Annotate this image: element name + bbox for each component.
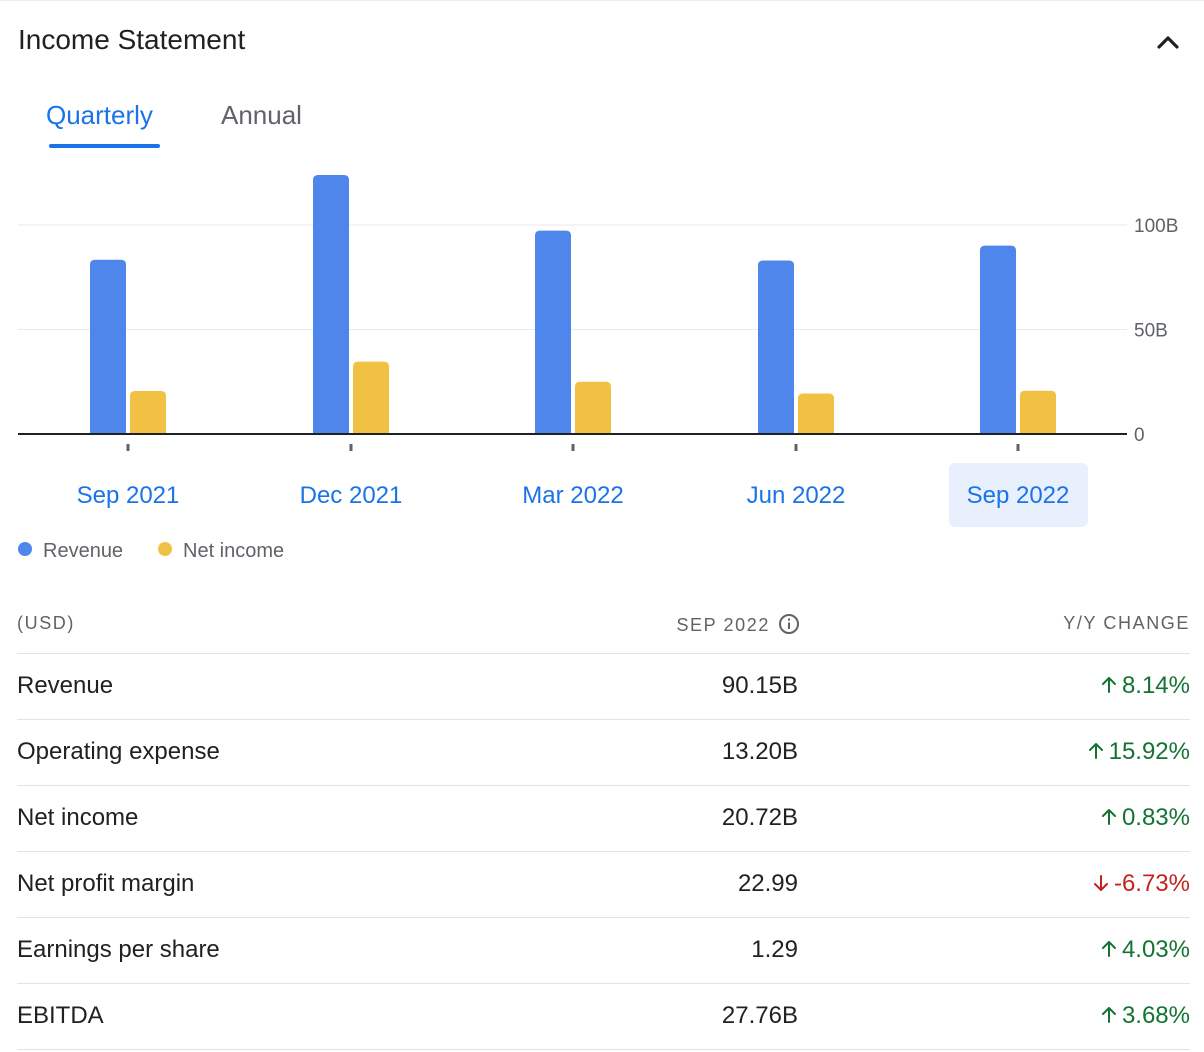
net-income-bar: [353, 361, 389, 434]
table-row: EBITDA 27.76B 3.68%: [17, 984, 1190, 1050]
row-label: Earnings per share: [17, 936, 220, 963]
collapse-button[interactable]: [1148, 22, 1188, 62]
table-row: Net profit margin 22.99 -6.73%: [17, 852, 1190, 918]
x-category-label[interactable]: Jun 2022: [747, 482, 846, 509]
row-value: 90.15B: [721, 672, 798, 699]
revenue-bar: [535, 230, 571, 434]
row-label: EBITDA: [17, 1002, 104, 1029]
table-body: Revenue 90.15B 8.14% Operating expense 13.20…: [17, 654, 1190, 1050]
row-change-value: 0.83%: [1121, 804, 1190, 831]
legend-dot-revenue: [18, 542, 32, 556]
change-header: Y/Y CHANGE: [1063, 613, 1190, 633]
info-icon[interactable]: [778, 613, 800, 635]
revenue-bar: [980, 245, 1016, 434]
row-change-value: -6.73%: [1113, 870, 1190, 897]
row-value: 20.72B: [721, 804, 798, 831]
table-row: Earnings per share 1.29 4.03%: [17, 918, 1190, 984]
selected-period-highlight: [949, 463, 1088, 527]
y-tick-label: 50B: [1134, 321, 1168, 342]
x-category-label[interactable]: Mar 2022: [522, 482, 623, 509]
row-change-value: 3.68%: [1121, 1002, 1190, 1029]
revenue-bar: [758, 260, 794, 434]
income-chart: 0 50B 100B Sep 2021 Dec 2021 Mar 2022 Jun 2022…: [18, 175, 1178, 527]
section-header: Income Statement: [18, 22, 1188, 62]
net-income-bar: [575, 381, 611, 434]
x-category-label[interactable]: Sep 2021: [77, 482, 180, 509]
arrow-up-icon: [1088, 743, 1103, 759]
table-header: (USD) SEP 2022 Y/Y CHANGE: [17, 596, 1190, 654]
tab-annual[interactable]: Annual: [221, 100, 302, 130]
arrow-up-icon: [1101, 1007, 1116, 1023]
row-value: 1.29: [751, 936, 798, 963]
arrow-up-icon: [1101, 677, 1116, 693]
row-change: -6.73%: [1093, 870, 1190, 898]
legend-label-revenue: Revenue: [43, 540, 124, 562]
chevron-up-icon: [1157, 36, 1179, 49]
legend-item-revenue: Revenue: [18, 540, 123, 563]
section-title: Income Statement: [18, 24, 246, 55]
legend-item-net-income: Net income: [158, 540, 284, 563]
revenue-bar: [313, 175, 349, 434]
period-header: SEP 2022: [676, 613, 800, 636]
arrow-up-icon: [1101, 809, 1116, 825]
row-label: Net profit margin: [17, 870, 195, 897]
row-change: 4.03%: [1101, 936, 1190, 964]
top-divider: [0, 0, 1204, 1]
row-change-value: 4.03%: [1121, 936, 1190, 963]
arrow-down-icon: [1093, 875, 1108, 891]
row-value: 13.20B: [721, 738, 798, 765]
net-income-bar: [1020, 390, 1056, 434]
row-change-value: 15.92%: [1108, 738, 1190, 765]
table-row: Net income 20.72B 0.83%: [17, 786, 1190, 852]
period-header-label: SEP 2022: [676, 615, 770, 635]
x-category-label[interactable]: Dec 2021: [300, 482, 403, 509]
net-income-bar: [798, 393, 834, 434]
unit-header: (USD): [17, 613, 75, 633]
revenue-bar: [90, 259, 126, 434]
row-value: 27.76B: [721, 1002, 798, 1029]
row-change: 15.92%: [1088, 738, 1190, 766]
legend-dot-net-income: [158, 542, 172, 556]
legend-label-net-income: Net income: [183, 540, 285, 562]
y-tick-label: 100B: [1134, 216, 1178, 237]
tab-quarterly[interactable]: Quarterly: [46, 100, 153, 130]
row-label: Operating expense: [17, 738, 220, 765]
row-label: Net income: [17, 804, 139, 831]
y-tick-label: 0: [1134, 425, 1145, 446]
row-value: 22.99: [737, 870, 798, 897]
row-change: 3.68%: [1101, 1002, 1190, 1030]
net-income-bar: [130, 390, 166, 434]
row-change: 0.83%: [1101, 804, 1190, 832]
row-change: 8.14%: [1101, 672, 1190, 700]
arrow-up-icon: [1101, 941, 1116, 957]
x-category-label[interactable]: Sep 2022: [967, 482, 1070, 509]
row-label: Revenue: [17, 672, 114, 699]
row-change-value: 8.14%: [1121, 672, 1190, 699]
tab-underline: [49, 144, 160, 148]
table-row: Revenue 90.15B 8.14%: [17, 654, 1190, 720]
table-row: Operating expense 13.20B 15.92%: [17, 720, 1190, 786]
income-table: (USD) SEP 2022 Y/Y CHANGE Revenue 90.15B 8…: [17, 596, 1190, 1050]
